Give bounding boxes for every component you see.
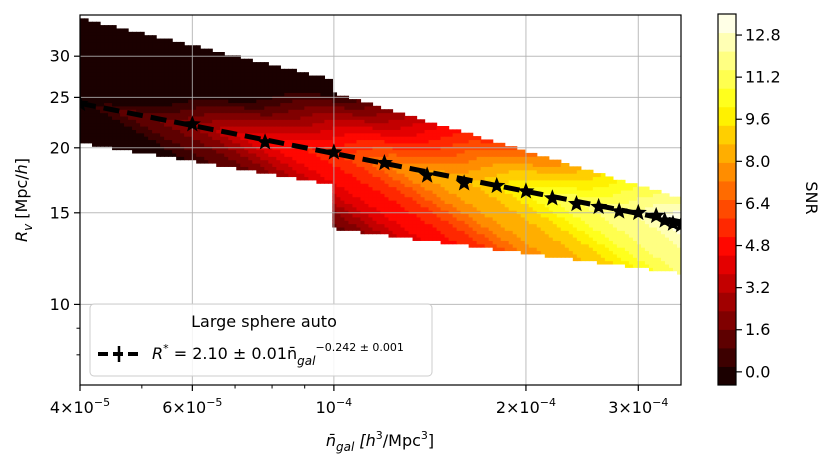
colorbar: 0.0 1.6 3.2 4.8 6.4 8.0 9.6 11.2 12.8 (717, 13, 781, 386)
data-point-0 (80, 94, 89, 112)
colorbar-band-6 (718, 255, 736, 275)
y-tick-label-2: 20 (50, 138, 70, 157)
data-point-12 (610, 202, 628, 219)
colorbar-band-17 (718, 51, 736, 71)
legend: Large sphere auto R* = 2.10 ± 0.01n̄gal−… (89, 303, 433, 377)
colorbar-label: SNR (802, 181, 821, 214)
legend-entry: R* = 2.10 ± 0.01n̄gal−0.242 ± 0.001 (152, 341, 404, 368)
colorbar-band-18 (718, 32, 736, 52)
colorbar-tick-label-5: 8.0 (745, 152, 770, 171)
plot-frame (79, 14, 682, 386)
colorbar-band-15 (718, 88, 736, 108)
colorbar-band-4 (718, 292, 736, 312)
colorbar-band-9 (718, 199, 736, 219)
colorbar-tick-label-0: 0.0 (745, 362, 770, 381)
colorbar-band-13 (718, 125, 736, 145)
y-axis-ticks: 10 15 20 25 30 (50, 47, 80, 356)
x-axis-label: n̄gal [h3/Mpc3] (326, 429, 434, 454)
data-point-15 (656, 211, 674, 228)
colorbar-band-7 (718, 236, 736, 256)
y-axis-label: Rv [Mpc/h] (12, 158, 35, 242)
data-point-10 (567, 194, 586, 212)
colorbar-band-1 (718, 347, 736, 367)
legend-box (89, 303, 433, 377)
x-tick-label-4: 3×10−4 (608, 396, 668, 417)
y-tick-label-0: 10 (50, 295, 70, 314)
x-tick-label-2: 10−4 (316, 396, 353, 417)
colorbar-tick-label-1: 1.6 (745, 320, 770, 339)
legend-title: Large sphere auto (191, 312, 337, 331)
colorbar-band-2 (718, 329, 736, 349)
data-point-4 (375, 153, 393, 171)
colorbar-band-0 (718, 366, 736, 386)
colorbar-tick-label-4: 6.4 (745, 194, 770, 213)
colorbar-band-5 (718, 273, 736, 293)
data-point-17 (672, 216, 681, 233)
colorbar-band-16 (718, 69, 736, 89)
data-point-5 (418, 166, 436, 183)
y-tick-label-3: 25 (50, 88, 70, 107)
colorbar-band-19 (718, 14, 736, 34)
colorbar-band-10 (718, 180, 736, 200)
colorbar-band-11 (718, 162, 736, 182)
colorbar-band-12 (718, 143, 736, 163)
data-points (80, 94, 681, 233)
colorbar-tick-label-2: 3.2 (745, 278, 770, 297)
colorbar-tick-label-8: 12.8 (745, 26, 781, 45)
data-point-11 (590, 197, 608, 215)
x-tick-label-0: 4×10−5 (50, 396, 110, 417)
data-point-9 (543, 189, 561, 206)
y-tick-label-1: 15 (50, 203, 70, 222)
y-tick-label-4: 30 (50, 47, 70, 66)
data-point-14 (647, 206, 665, 224)
x-tick-label-3: 2×10−4 (496, 396, 556, 417)
colorbar-band-3 (718, 310, 736, 330)
colorbar-tick-label-7: 11.2 (745, 68, 781, 87)
data-point-8 (517, 182, 535, 199)
data-point-6 (455, 174, 473, 191)
colorbar-frame (717, 13, 737, 386)
colorbar-band-14 (718, 106, 736, 126)
data-point-3 (325, 143, 343, 160)
data-point-2 (256, 133, 274, 150)
data-point-1 (183, 115, 201, 132)
colorbar-tick-label-3: 4.8 (745, 236, 770, 255)
data-point-7 (488, 176, 506, 194)
data-point-16 (664, 214, 681, 231)
data-point-13 (629, 203, 647, 221)
x-tick-label-1: 6×10−5 (162, 396, 222, 417)
x-axis-ticks: 4×10−5 6×10−5 10−4 2×10−4 3×10−4 (50, 385, 668, 417)
colorbar-band-8 (718, 218, 736, 238)
colorbar-tick-label-6: 9.6 (745, 110, 770, 129)
